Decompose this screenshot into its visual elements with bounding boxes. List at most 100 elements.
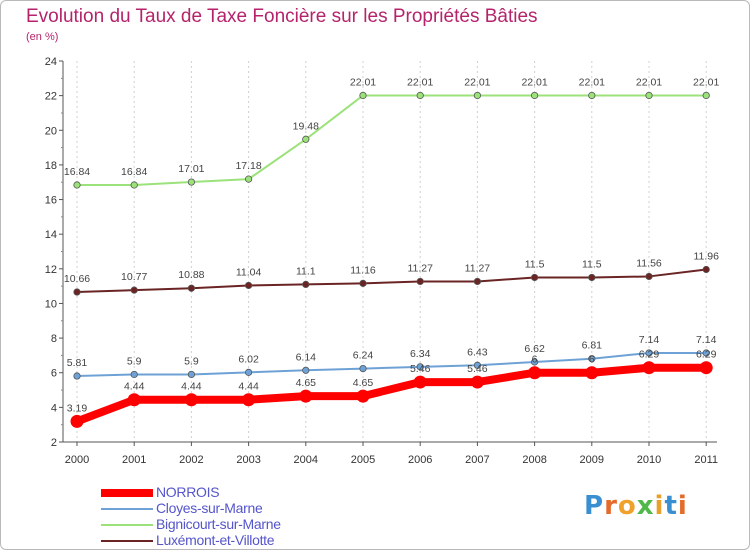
data-point (416, 91, 424, 100)
data-label: 5.46 (467, 363, 488, 375)
logo-letter: o (617, 491, 637, 521)
data-label: 6.14 (296, 351, 317, 363)
data-point (242, 393, 256, 407)
data-label: 22.01 (579, 76, 605, 88)
legend-label: Cloyes-sur-Marne (156, 500, 263, 516)
logo-letter: i (654, 491, 665, 521)
data-point (73, 181, 81, 189)
series-line-cloyes-sur-marne (76, 351, 708, 378)
data-point (645, 272, 653, 281)
x-tick-label: 2009 (580, 454, 604, 466)
data-label: 6.43 (467, 346, 488, 358)
y-tick-label: 12 (45, 264, 57, 276)
data-point (130, 181, 138, 189)
data-label: 16.84 (64, 166, 90, 178)
legend-swatch (101, 508, 153, 510)
data-label: 7.14 (639, 334, 660, 346)
y-tick-label: 16 (45, 195, 57, 207)
data-label: 4.44 (124, 381, 145, 393)
data-label: 5.9 (127, 355, 142, 367)
data-point (702, 349, 710, 357)
data-point (473, 277, 481, 286)
data-point (416, 277, 424, 286)
data-label: 11.5 (582, 258, 602, 270)
data-label: 10.88 (178, 269, 204, 281)
legend-label: Luxémont-et-Villotte (156, 532, 275, 548)
data-label: 17.18 (235, 160, 261, 172)
data-label: 4.44 (238, 381, 259, 393)
data-label: 3.19 (67, 402, 88, 414)
data-point (187, 370, 195, 379)
data-point (645, 91, 653, 100)
data-label: 22.01 (636, 76, 662, 88)
data-point (588, 91, 596, 100)
data-point (585, 366, 599, 380)
logo-letter: t (664, 491, 678, 521)
data-label: 11.5 (525, 258, 545, 270)
data-point (588, 355, 596, 363)
data-label: 10.66 (64, 273, 90, 285)
data-label: 11.27 (465, 262, 491, 274)
data-label: 11.56 (636, 257, 662, 269)
data-point (588, 273, 596, 282)
y-tick-label: 20 (45, 125, 57, 137)
data-point (73, 372, 81, 380)
x-tick-label: 2010 (637, 454, 661, 466)
y-tick-label: 18 (45, 160, 57, 172)
logo-letter: x (636, 491, 655, 521)
data-point (702, 91, 710, 100)
y-tick-label: 8 (51, 333, 57, 345)
data-point (356, 389, 370, 403)
y-tick-label: 6 (51, 368, 57, 380)
data-point (302, 135, 310, 143)
x-tick-label: 2000 (65, 454, 89, 466)
data-label: 22.01 (521, 76, 547, 88)
data-label: 17.01 (178, 163, 204, 175)
x-tick-label: 2004 (294, 454, 318, 466)
logo-letter: P (584, 491, 605, 521)
data-label: 6.62 (524, 343, 545, 355)
data-label: 22.01 (407, 76, 433, 88)
data-label: 6.02 (238, 353, 259, 365)
x-tick-label: 2005 (351, 454, 375, 466)
data-point (187, 178, 195, 186)
data-label: 6.81 (582, 340, 603, 352)
data-point (302, 366, 310, 374)
series-line-lux-mont-et-villotte (76, 268, 708, 294)
x-tick-label: 2001 (122, 454, 146, 466)
data-point (642, 361, 656, 375)
data-label: 6.34 (410, 348, 431, 360)
data-label: 5.9 (184, 355, 199, 367)
data-label: 11.96 (693, 251, 719, 263)
data-label: 22.01 (464, 76, 490, 88)
data-label: 22.01 (693, 76, 719, 88)
chart-title: Evolution du Taux de Taxe Foncière sur l… (26, 6, 538, 27)
data-point (473, 91, 481, 100)
data-label: 7.14 (696, 334, 717, 346)
data-label: 4.44 (181, 381, 202, 393)
y-tick-label: 22 (45, 91, 57, 103)
legend-swatch (101, 524, 153, 526)
x-tick-label: 2008 (522, 454, 546, 466)
data-label: 19.48 (293, 120, 319, 132)
plot-area (63, 61, 717, 442)
data-point (530, 273, 539, 282)
series-line-norrois (73, 363, 711, 426)
data-label: 11.16 (350, 264, 376, 276)
legend-swatch (101, 540, 153, 542)
data-point (699, 361, 713, 375)
series-line-bignicourt-sur-marne (76, 94, 708, 186)
data-label: 6.29 (696, 349, 717, 361)
data-point (359, 91, 367, 100)
data-point (470, 375, 484, 389)
data-label: 5.81 (67, 357, 88, 369)
data-point (359, 279, 367, 287)
x-tick-label: 2007 (465, 454, 489, 466)
legend-swatch (101, 489, 153, 497)
logo-letter: i (677, 491, 688, 521)
data-point (245, 281, 253, 290)
data-point (73, 288, 81, 296)
data-point (702, 265, 710, 274)
logo-letter: r (604, 491, 618, 521)
